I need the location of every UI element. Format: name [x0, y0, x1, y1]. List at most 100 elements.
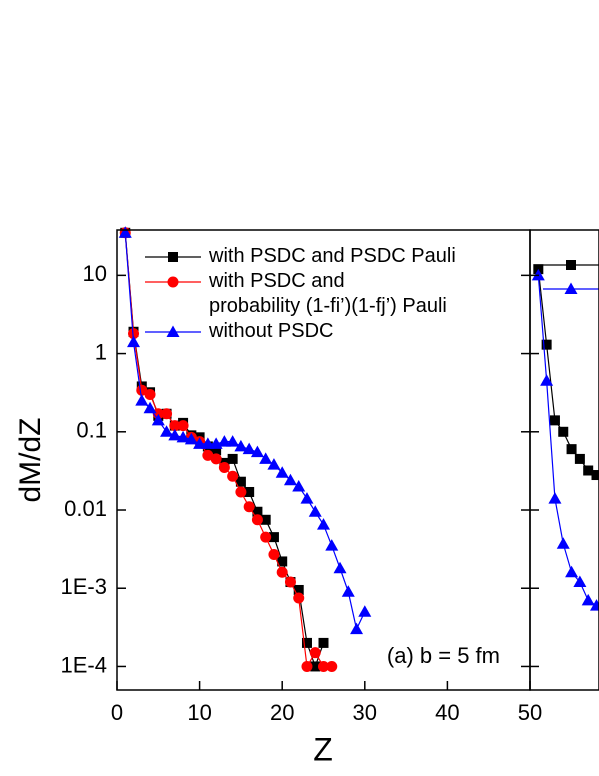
circle-marker [161, 408, 173, 420]
circle-marker [144, 388, 156, 400]
legend-marker [167, 276, 179, 288]
triangle-marker [217, 435, 231, 447]
triangle-marker [275, 466, 289, 478]
triangle-marker [556, 537, 570, 549]
circle-marker [136, 384, 148, 396]
legend-marker [166, 325, 180, 337]
triangle-marker [565, 565, 579, 578]
circle-marker [276, 566, 288, 578]
triangle-marker [540, 374, 554, 386]
circle-marker [326, 660, 338, 672]
circle-marker [260, 531, 272, 543]
triangle-marker [259, 452, 273, 464]
x-tick-label: 10 [187, 700, 211, 725]
circle-marker [128, 328, 140, 340]
circle-marker [293, 592, 305, 604]
square-marker [541, 339, 552, 350]
y-tick-label: 1E-3 [61, 574, 107, 599]
legend-label-line: without PSDC [208, 320, 334, 342]
triangle-marker [317, 518, 330, 530]
triangle-marker [292, 479, 306, 492]
square-marker [549, 415, 560, 426]
triangle-marker [358, 605, 372, 617]
legend-label-line: with PSDC and [208, 270, 345, 292]
triangle-marker [176, 430, 190, 443]
circle-marker [309, 647, 321, 659]
triangle-marker [308, 505, 322, 517]
square-marker [310, 661, 321, 672]
plot-frame [529, 229, 599, 691]
plot-area [118, 226, 372, 672]
square-marker [591, 470, 599, 481]
circle-marker [210, 453, 222, 465]
circle-marker [177, 420, 189, 432]
legend-label-line: with PSDC and PSDC Pauli [208, 245, 456, 267]
triangle-marker [135, 394, 149, 406]
square-marker [566, 444, 577, 455]
triangle-marker [590, 599, 599, 611]
circle-marker [301, 660, 313, 672]
triangle-marker [333, 561, 347, 574]
legend-triangle [166, 325, 180, 337]
y-tick-label: 1E-4 [61, 652, 107, 677]
legend-label: with PSDC and probability (1-fi’)(1-fj’) … [208, 270, 447, 317]
square-marker [301, 637, 312, 648]
triangle-marker [341, 585, 355, 597]
triangle-marker [350, 622, 364, 635]
legend-label-line: probability (1-fi’)(1-fj’) Pauli [209, 295, 447, 317]
triangle-marker [184, 432, 198, 445]
circle-marker [251, 514, 263, 526]
square-marker [293, 584, 304, 595]
x-tick-label: 20 [270, 700, 294, 725]
square-marker [558, 426, 569, 437]
triangle-marker [127, 335, 141, 348]
circle-marker [169, 420, 181, 432]
legend-marker [564, 282, 578, 294]
circle-marker [202, 449, 214, 461]
x-tick-label: 40 [435, 700, 459, 725]
triangle-marker [168, 428, 182, 441]
triangle-marker [242, 442, 256, 455]
square-marker [252, 506, 263, 517]
square-marker [235, 476, 246, 487]
square-marker [211, 445, 222, 456]
circle-marker [284, 576, 296, 588]
square-marker [318, 637, 329, 648]
legend-triangle [564, 282, 578, 294]
triangle-marker [267, 458, 281, 470]
triangle-marker [573, 575, 587, 588]
legend-marker [168, 252, 178, 262]
circle-marker [218, 461, 230, 473]
triangle-marker [201, 437, 215, 449]
circle-marker [227, 470, 239, 482]
legend-label: with PSDC and PSDC Pauli [208, 245, 456, 267]
legend-square [168, 252, 178, 262]
circle-marker [318, 660, 329, 672]
circle-marker [243, 501, 255, 513]
annotation: (a) b = 5 fm [387, 643, 500, 668]
triangle-marker [234, 439, 248, 452]
y-tick-label: 10 [83, 261, 107, 286]
plot-area [531, 264, 599, 611]
triangle-marker [226, 435, 240, 447]
x-tick-label: 50 [518, 700, 542, 725]
circle-marker [268, 548, 280, 560]
triangle-marker [548, 492, 562, 504]
circle-marker [235, 486, 247, 498]
square-marker [277, 556, 288, 567]
square-marker [583, 465, 594, 476]
y-tick-label: 0.01 [64, 496, 107, 521]
triangle-marker [151, 413, 165, 426]
square-marker [227, 453, 238, 464]
triangle-marker [160, 425, 174, 437]
y-tick-label: 0.1 [76, 418, 107, 443]
x-tick-label: 30 [353, 700, 377, 725]
legend-marker [566, 260, 576, 270]
y-tick-label: 1 [95, 339, 107, 364]
x-axis-label: Z [313, 731, 333, 767]
legend-label: without PSDC [208, 320, 334, 342]
square-marker [244, 486, 255, 497]
square-marker [268, 532, 279, 543]
